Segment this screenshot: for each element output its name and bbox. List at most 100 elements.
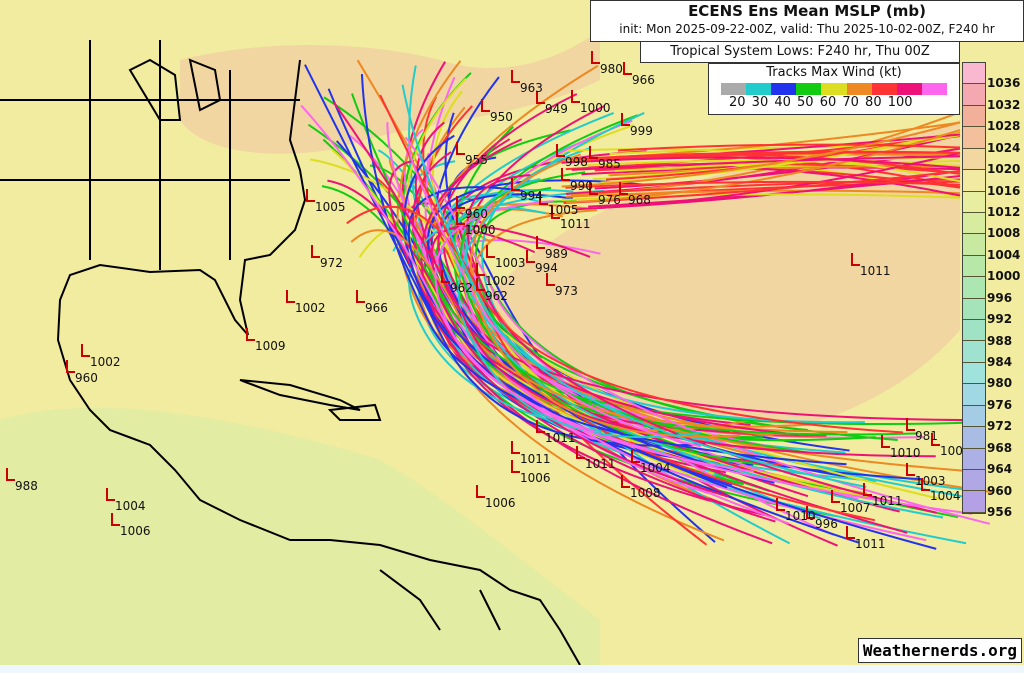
pressure-swatch xyxy=(963,127,985,149)
pressure-label: 1020 xyxy=(987,162,1021,177)
track-line xyxy=(403,134,937,550)
low-marker-icon xyxy=(571,90,580,103)
low-marker-icon xyxy=(591,51,600,64)
pressure-swatch xyxy=(963,255,985,278)
low-pressure-value: 1000 xyxy=(580,101,611,115)
low-marker-icon xyxy=(931,433,940,446)
low-pressure-value: 960 xyxy=(75,371,98,385)
low-pressure-value: 988 xyxy=(15,479,38,493)
low-pressure-value: 972 xyxy=(320,256,343,270)
low-pressure-value: 1002 xyxy=(90,355,121,369)
low-pressure-value: 998 xyxy=(565,155,588,169)
low-marker-icon xyxy=(356,290,365,303)
low-pressure-value: 1003 xyxy=(495,256,526,270)
low-pressure-value: 999 xyxy=(630,124,653,138)
wind-legend-title: Tracks Max Wind (kt) xyxy=(766,65,902,80)
wind-swatch xyxy=(721,83,747,95)
wind-swatch xyxy=(821,83,847,95)
low-pressure-value: 994 xyxy=(535,261,558,275)
low-marker-icon xyxy=(106,488,115,501)
low-marker-icon xyxy=(546,273,555,286)
low-pressure-value: 1005 xyxy=(548,203,579,217)
low-pressure-value: 985 xyxy=(598,157,621,171)
low-pressure-value: 994 xyxy=(520,189,543,203)
low-marker-icon xyxy=(511,460,520,473)
low-markers xyxy=(6,51,940,539)
low-pressure-value: 1006 xyxy=(485,496,516,510)
low-marker-icon xyxy=(806,506,815,519)
pressure-label: 992 xyxy=(987,312,1013,327)
low-marker-icon xyxy=(476,263,485,276)
low-marker-icon xyxy=(846,526,855,539)
wind-legend-colorbar xyxy=(721,83,947,95)
low-marker-icon xyxy=(589,182,598,195)
pressure-label: 984 xyxy=(987,355,1013,369)
low-pressure-value: 968 xyxy=(628,193,651,207)
coastlines xyxy=(0,40,581,665)
pressure-swatch xyxy=(963,298,985,321)
title-box: ECENS Ens Mean MSLP (mb) init: Mon 2025-… xyxy=(590,0,1024,42)
pressure-label: 972 xyxy=(987,419,1013,434)
pressure-swatch xyxy=(963,470,985,492)
track-line xyxy=(408,189,729,439)
track-line xyxy=(565,180,961,189)
track-line xyxy=(574,150,961,160)
wind-swatch xyxy=(746,83,772,95)
high-pressure-region xyxy=(470,120,960,440)
low-marker-icon xyxy=(589,146,598,159)
pressure-swatch xyxy=(963,212,985,235)
track-line xyxy=(563,170,961,205)
track-line xyxy=(407,145,702,448)
pressure-swatch xyxy=(963,191,985,213)
low-marker-icon xyxy=(561,168,570,181)
track-line xyxy=(304,64,706,447)
low-pressure-value: 1004 xyxy=(640,461,671,475)
low-marker-icon xyxy=(921,478,930,491)
low-marker-icon xyxy=(81,344,90,357)
ensemble-tracks xyxy=(300,59,992,550)
wind-swatch xyxy=(871,83,897,95)
pressure-swatch xyxy=(963,320,985,342)
low-marker-icon xyxy=(631,450,640,463)
low-marker-icon xyxy=(246,328,255,341)
low-marker-icon xyxy=(906,418,915,431)
pressure-label: 960 xyxy=(987,483,1013,498)
pressure-colorbar xyxy=(962,62,986,514)
low-pressure-value: 949 xyxy=(545,102,568,116)
track-line xyxy=(590,156,961,169)
track-line xyxy=(346,205,904,434)
low-pressure-value: 962 xyxy=(485,289,508,303)
track-line xyxy=(401,84,867,488)
track-line xyxy=(466,174,937,514)
low-pressure-value: 966 xyxy=(365,301,388,315)
track-line xyxy=(333,101,936,458)
low-marker-icon xyxy=(476,485,485,498)
map-subtitle: init: Mon 2025-09-22-00Z, valid: Thu 202… xyxy=(619,22,995,36)
pressure-label: 996 xyxy=(987,290,1013,305)
low-marker-icon xyxy=(286,290,295,303)
low-pressure-value: 1011 xyxy=(585,457,616,471)
pressure-label: 980 xyxy=(987,376,1013,391)
pressure-swatch xyxy=(963,448,985,471)
low-pressure-value: 966 xyxy=(632,73,655,87)
low-marker-icon xyxy=(536,236,545,249)
pressure-swatch xyxy=(963,105,985,128)
low-marker-icon xyxy=(621,475,630,488)
pressure-swatch xyxy=(963,427,985,449)
pressure-label: 988 xyxy=(987,333,1013,348)
low-marker-icon xyxy=(556,144,565,157)
low-pressure-value: 1011 xyxy=(560,217,591,231)
low-pressure-value: 996 xyxy=(815,517,838,531)
wind-legend: Tracks Max Wind (kt) 20 30 40 50 60 70 8… xyxy=(708,63,960,115)
track-line xyxy=(561,193,961,201)
wind-swatch xyxy=(921,83,947,95)
low-pressure-value: 1011 xyxy=(872,494,903,508)
low-pressure-value: 1011 xyxy=(545,431,576,445)
low-marker-icon xyxy=(511,178,520,191)
low-pressure-value: 950 xyxy=(490,110,513,124)
low-pressure-value: 1004 xyxy=(930,489,961,503)
wind-swatch xyxy=(846,83,872,95)
low-marker-icon xyxy=(456,142,465,155)
low-pressure-value: 1011 xyxy=(855,537,886,551)
track-line xyxy=(469,153,741,438)
